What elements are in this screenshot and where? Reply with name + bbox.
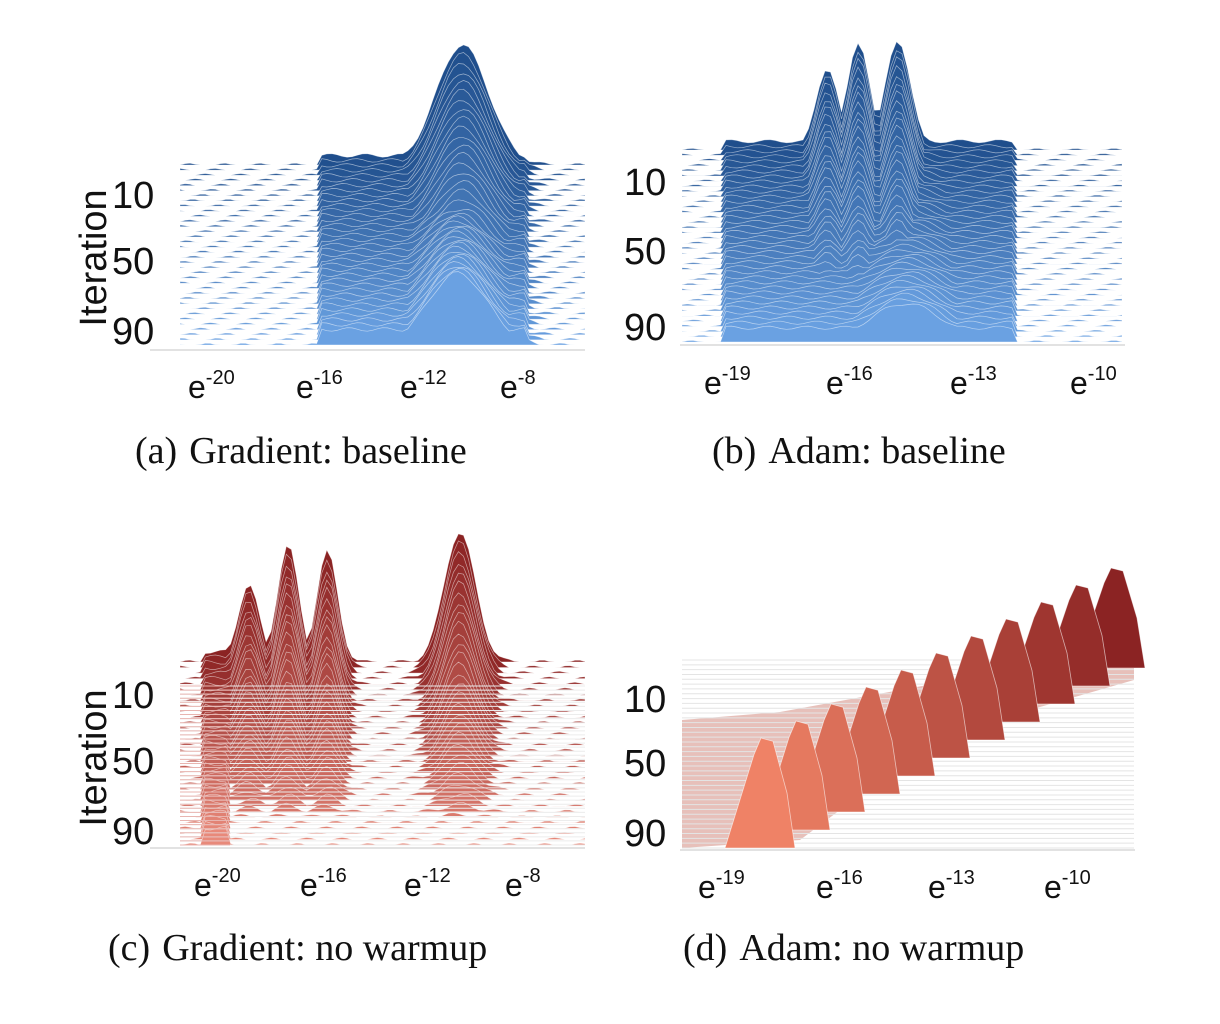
ridge-spike bbox=[724, 737, 796, 849]
y-tick-label-50: 50 bbox=[112, 241, 154, 283]
ridge-series bbox=[681, 303, 1123, 343]
panel-d: 10 50 90 e-19 e-16 e-13 e-10 (d) Adam: no… bbox=[624, 567, 1146, 969]
panel-a: Iteration 10 50 90 e-20 e-16 e-12 e-8 (a… bbox=[73, 44, 586, 472]
panel-c: Iteration 10 50 90 e-20 e-16 e-12 e-8 (c… bbox=[73, 533, 586, 969]
y-tick-label-90: 90 bbox=[624, 307, 666, 349]
x-tick-label: e-10 bbox=[1070, 363, 1117, 401]
y-axis-title: Iteration bbox=[73, 189, 115, 326]
x-tick-label: e-16 bbox=[296, 367, 343, 405]
y-tick-label-10: 10 bbox=[112, 175, 154, 217]
x-tick-label: e-16 bbox=[300, 865, 347, 903]
x-tick-label: e-12 bbox=[404, 865, 451, 903]
x-tick-label: e-19 bbox=[704, 363, 751, 401]
panel-b-ridges bbox=[681, 41, 1123, 343]
x-tick-label: e-16 bbox=[816, 867, 863, 905]
panel-a-caption: (a) Gradient: baseline bbox=[135, 430, 467, 472]
y-tick-label-90: 90 bbox=[112, 311, 154, 353]
ridge-series bbox=[179, 788, 586, 807]
x-tick-label: e-13 bbox=[950, 363, 997, 401]
y-tick-label-90: 90 bbox=[624, 813, 666, 855]
x-tick-label: e-10 bbox=[1044, 867, 1091, 905]
y-axis-title: Iteration bbox=[73, 689, 115, 826]
y-tick-label-90: 90 bbox=[112, 811, 154, 853]
x-tick-labels: e-19 e-16 e-13 e-10 bbox=[698, 867, 1091, 905]
x-tick-labels: e-20 e-16 e-12 e-8 bbox=[188, 367, 536, 405]
ridge-series bbox=[179, 793, 586, 813]
ridge-series bbox=[179, 271, 585, 346]
x-tick-label: e-13 bbox=[928, 867, 975, 905]
panel-b-caption: (b) Adam: baseline bbox=[712, 430, 1006, 472]
panel-c-caption: (c) Gradient: no warmup bbox=[108, 927, 487, 969]
y-tick-label-10: 10 bbox=[112, 675, 154, 717]
panel-b: 10 50 90 e-19 e-16 e-13 e-10 (b) Adam: ba… bbox=[624, 41, 1125, 472]
y-tick-label-50: 50 bbox=[624, 743, 666, 785]
panel-c-ridges bbox=[179, 533, 586, 846]
x-tick-label: e-20 bbox=[194, 865, 241, 903]
ridge-series bbox=[179, 44, 586, 166]
x-tick-label: e-8 bbox=[505, 865, 541, 903]
y-tick-label-10: 10 bbox=[624, 162, 666, 204]
x-tick-label: e-20 bbox=[188, 367, 235, 405]
x-tick-label: e-19 bbox=[698, 867, 745, 905]
x-tick-labels: e-20 e-16 e-12 e-8 bbox=[194, 865, 541, 903]
x-tick-label: e-16 bbox=[826, 363, 873, 401]
panel-d-caption: (d) Adam: no warmup bbox=[683, 927, 1024, 969]
ridge-series bbox=[179, 52, 586, 171]
panel-d-ridges bbox=[682, 567, 1146, 849]
x-tick-label: e-8 bbox=[500, 367, 536, 405]
x-tick-labels: e-19 e-16 e-13 e-10 bbox=[704, 363, 1117, 401]
y-tick-label-50: 50 bbox=[112, 741, 154, 783]
panel-a-ridges bbox=[179, 44, 586, 346]
x-tick-label: e-12 bbox=[400, 367, 447, 405]
y-tick-label-10: 10 bbox=[624, 679, 666, 721]
y-tick-label-50: 50 bbox=[624, 231, 666, 273]
